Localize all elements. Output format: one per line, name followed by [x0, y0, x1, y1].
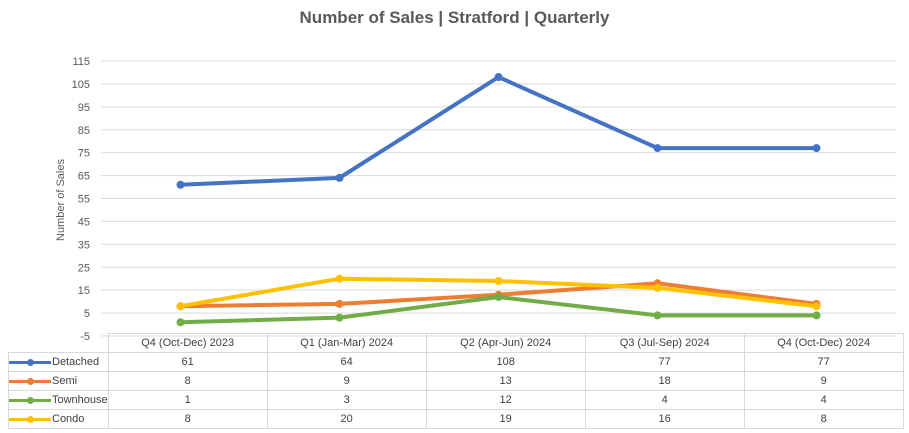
data-label: 19 — [425, 409, 586, 429]
series-lines — [176, 73, 821, 327]
legend-label: Semi — [52, 375, 78, 387]
data-label: 9 — [266, 371, 427, 391]
data-label: 77 — [743, 352, 904, 372]
data-label: 9 — [743, 371, 904, 391]
y-tick-label: 95 — [78, 102, 90, 114]
data-point — [176, 318, 185, 327]
legend-key-icon — [9, 357, 51, 367]
data-label: 108 — [425, 352, 586, 372]
data-label: 12 — [425, 390, 586, 410]
data-point — [176, 180, 185, 189]
data-label: 13 — [425, 371, 586, 391]
data-label: 18 — [584, 371, 745, 391]
data-point — [494, 277, 503, 285]
y-tick-label: 105 — [72, 79, 90, 91]
y-tick-label: 25 — [78, 262, 90, 274]
category-label: Q2 (Apr-Jun) 2024 — [425, 333, 586, 353]
series-line — [180, 75, 817, 187]
data-point — [812, 302, 821, 311]
legend-entry: Condo — [8, 409, 109, 429]
data-point — [653, 283, 662, 292]
data-label: 8 — [743, 409, 904, 429]
chart-title: Number of Sales | Stratford | Quarterly — [299, 8, 610, 27]
legend-entry: Semi — [8, 371, 109, 391]
category-label: Q1 (Jan-Mar) 2024 — [266, 333, 427, 353]
data-point — [494, 73, 503, 82]
table-row: Townhouse 1 3 12 4 4 — [8, 390, 904, 410]
data-point — [494, 293, 503, 302]
data-point — [335, 299, 344, 308]
data-label: 8 — [107, 409, 268, 429]
data-point — [812, 144, 821, 153]
y-tick-label: 55 — [78, 194, 90, 206]
y-tick-label: 115 — [72, 56, 90, 68]
legend-key-icon — [9, 376, 51, 386]
series-condo — [176, 274, 821, 311]
data-label: 16 — [584, 409, 745, 429]
data-table: Q4 (Oct-Dec) 2023 Q1 (Jan-Mar) 2024 Q2 (Ap… — [8, 333, 904, 429]
legend-entry: Townhouse — [8, 390, 109, 410]
data-label: 4 — [743, 390, 904, 410]
legend-label: Detached — [52, 356, 100, 368]
table-corner — [8, 333, 109, 353]
y-tick-label: 45 — [78, 216, 90, 228]
data-point — [653, 144, 662, 153]
data-point — [335, 313, 344, 322]
data-label: 64 — [266, 352, 427, 372]
data-label: 1 — [107, 390, 268, 410]
data-point — [335, 274, 344, 283]
y-axis-label: Number of Sales — [55, 159, 67, 241]
series-townhouse — [176, 293, 821, 327]
data-point — [335, 173, 344, 182]
y-tick-label: 15 — [78, 285, 90, 297]
category-label: Q4 (Oct-Dec) 2024 — [743, 333, 904, 353]
y-tick-label: 5 — [84, 308, 90, 320]
y-tick-label: 65 — [78, 171, 90, 183]
data-point — [653, 311, 662, 320]
legend-key-icon — [9, 414, 51, 424]
data-point — [812, 311, 821, 320]
y-tick-label: 35 — [78, 239, 90, 251]
data-label: 3 — [266, 390, 427, 410]
category-label: Q4 (Oct-Dec) 2023 — [107, 333, 268, 353]
data-label: 61 — [107, 352, 268, 372]
category-label: Q3 (Jul-Sep) 2024 — [584, 333, 745, 353]
series-detached — [176, 73, 821, 189]
legend-entry: Detached — [8, 352, 109, 372]
legend-label: Townhouse — [52, 394, 108, 406]
table-row: Semi 8 9 13 18 9 — [8, 371, 904, 391]
legend-key-icon — [9, 395, 51, 405]
data-label: 8 — [107, 371, 268, 391]
y-tick-label: 75 — [78, 148, 90, 160]
data-label: 20 — [266, 409, 427, 429]
table-row: Condo 8 20 19 16 8 — [8, 409, 904, 429]
data-point — [176, 302, 185, 311]
table-row: Detached 61 64 108 77 77 — [8, 352, 904, 372]
table-header-row: Q4 (Oct-Dec) 2023 Q1 (Jan-Mar) 2024 Q2 (Ap… — [8, 333, 904, 353]
y-tick-label: 85 — [78, 125, 90, 137]
data-label: 4 — [584, 390, 745, 410]
data-label: 77 — [584, 352, 745, 372]
legend-label: Condo — [52, 413, 85, 425]
